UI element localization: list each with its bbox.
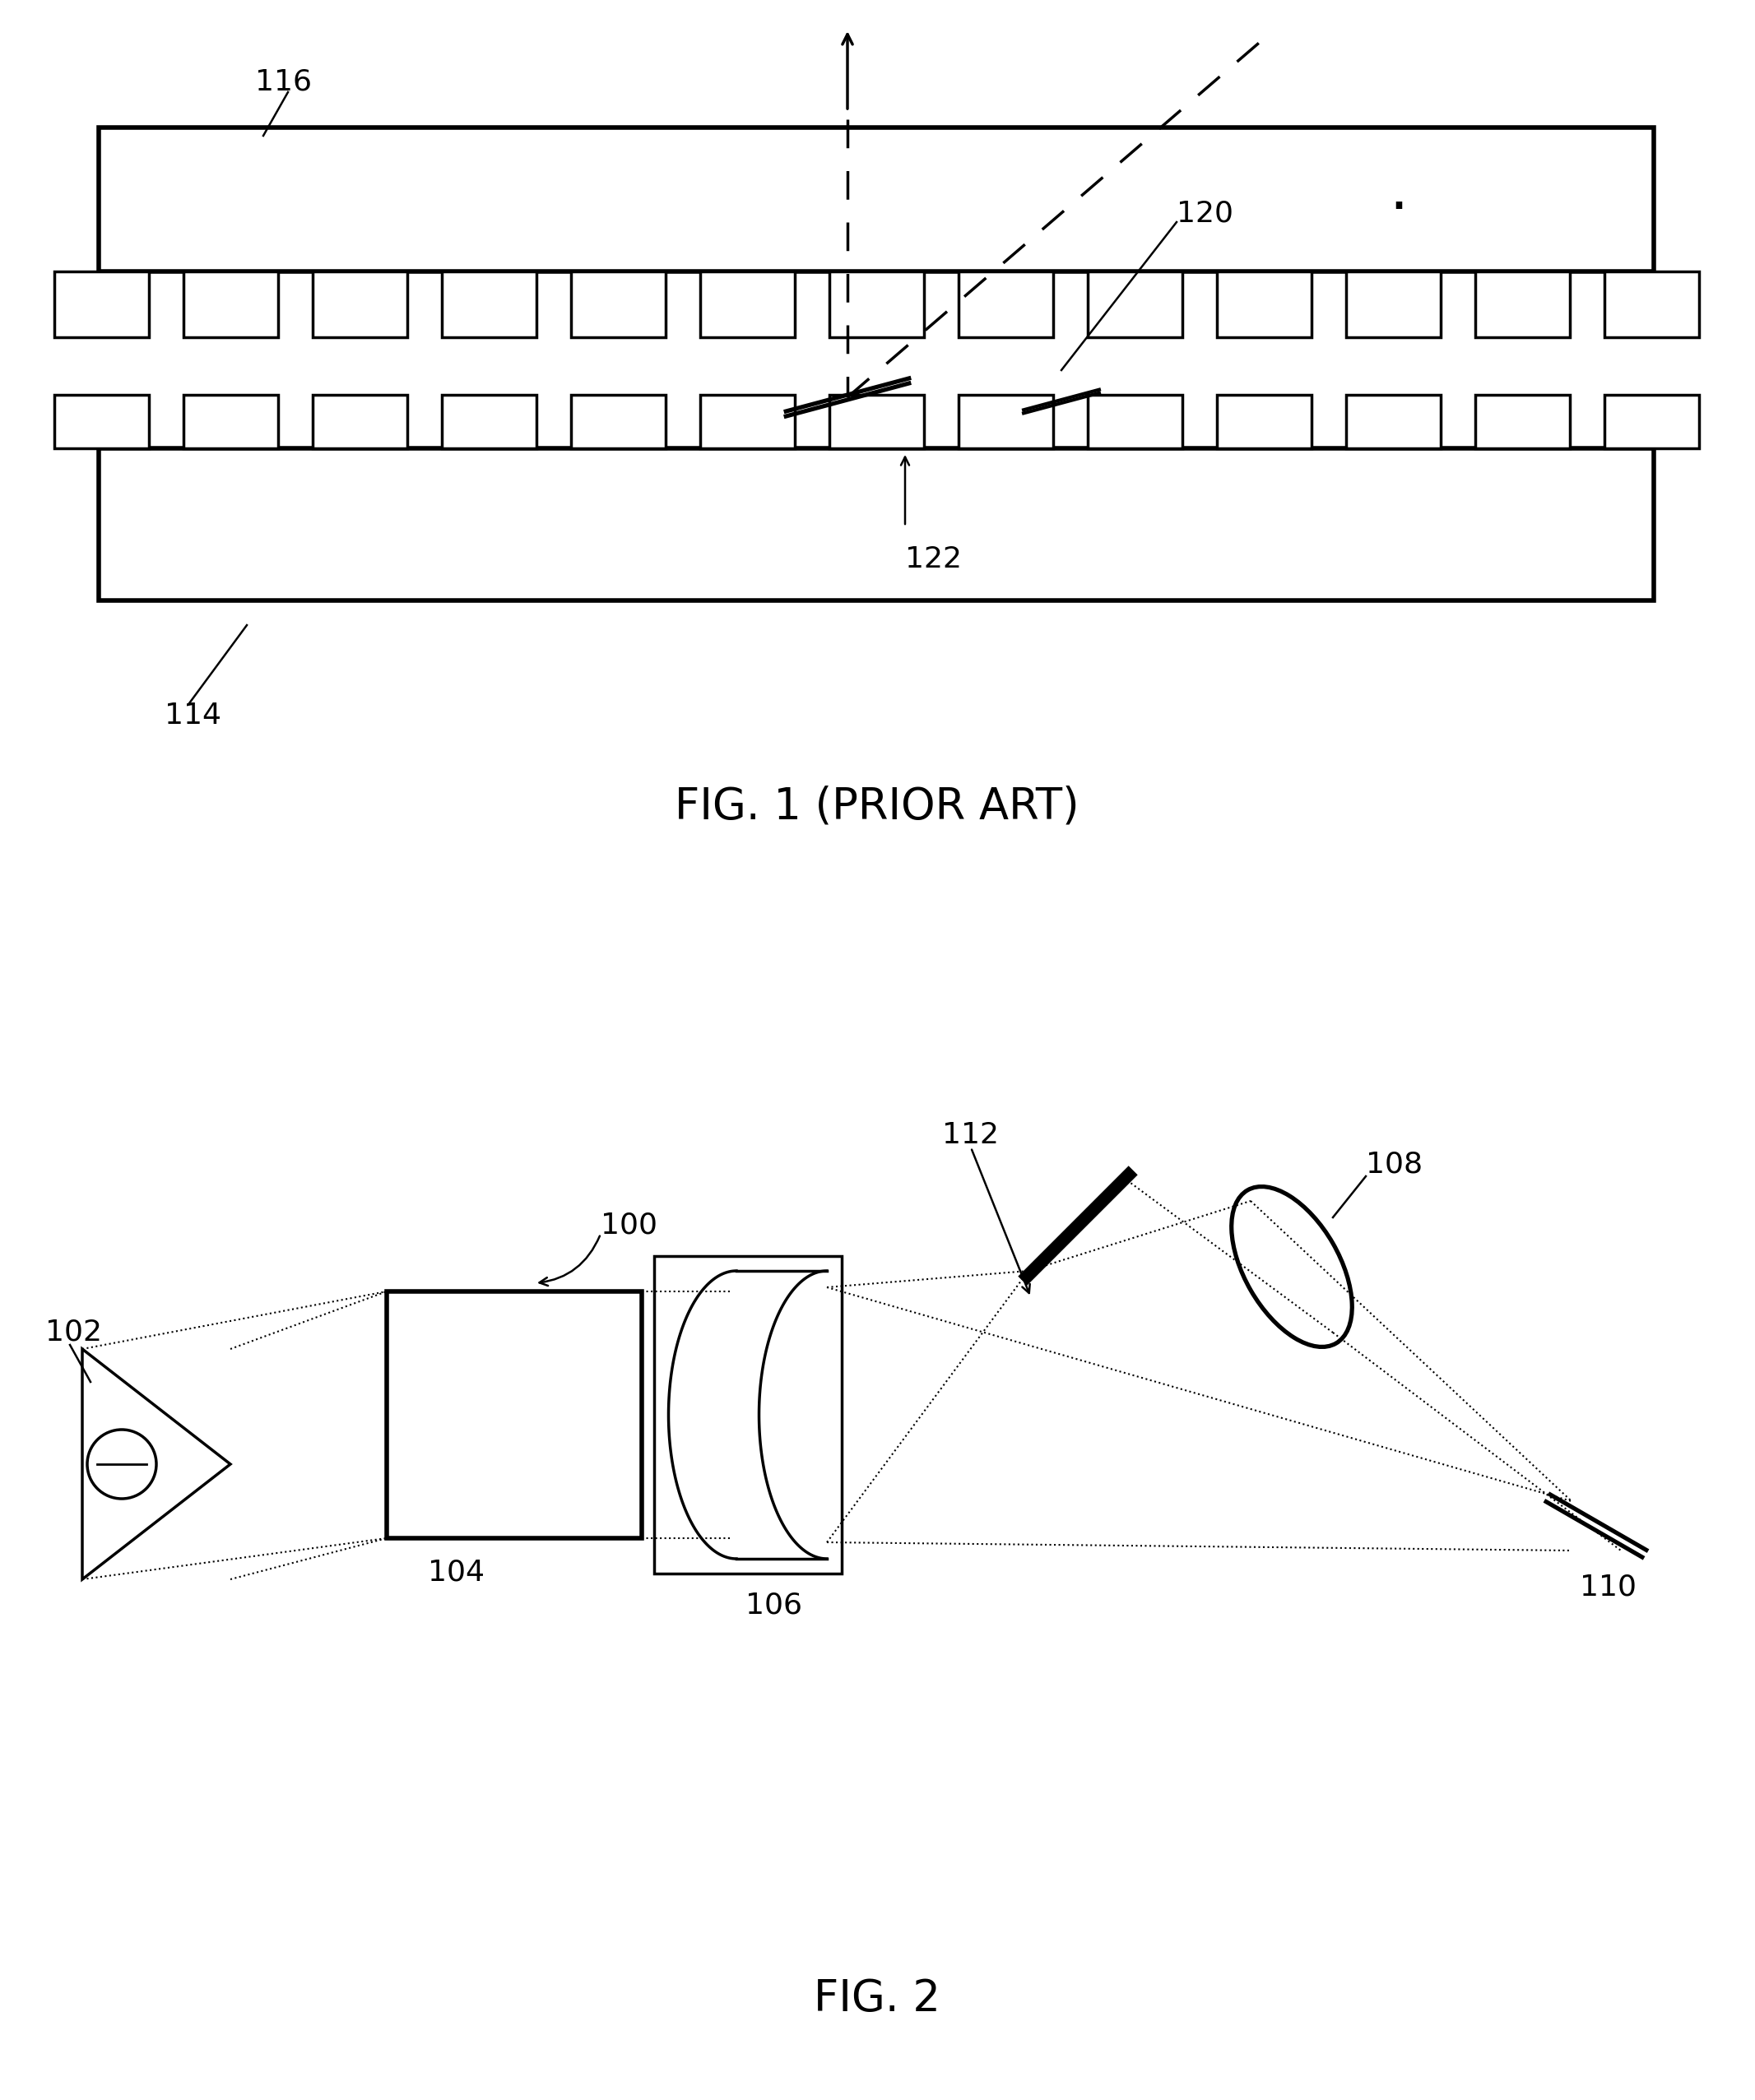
Bar — [700, 395, 795, 447]
Text: FIG. 1 (PRIOR ART): FIG. 1 (PRIOR ART) — [676, 785, 1079, 827]
Bar — [1604, 271, 1699, 338]
Bar — [54, 271, 149, 338]
Text: 106: 106 — [746, 1592, 802, 1619]
Text: 122: 122 — [906, 546, 962, 573]
Text: 104: 104 — [428, 1558, 484, 1588]
Text: 110: 110 — [1580, 1573, 1636, 1602]
Bar — [1604, 395, 1699, 447]
Bar — [442, 271, 535, 338]
Bar — [653, 1256, 842, 1573]
Bar — [828, 271, 923, 338]
Bar — [1474, 395, 1569, 447]
Bar — [98, 128, 1653, 271]
Bar — [386, 1292, 642, 1537]
Bar — [570, 395, 665, 447]
Bar — [828, 395, 923, 447]
Text: 112: 112 — [942, 1121, 999, 1149]
Bar — [1216, 271, 1311, 338]
Text: 116: 116 — [254, 69, 312, 97]
Bar — [1216, 395, 1311, 447]
Bar — [958, 271, 1053, 338]
Text: ·: · — [1390, 181, 1408, 237]
Text: 120: 120 — [1176, 200, 1234, 227]
Bar — [312, 395, 407, 447]
Text: 114: 114 — [165, 701, 221, 729]
Bar — [1346, 271, 1441, 338]
Text: FIG. 2: FIG. 2 — [814, 1978, 941, 2020]
Bar — [442, 395, 535, 447]
Text: 108: 108 — [1365, 1151, 1423, 1178]
Bar — [1346, 395, 1441, 447]
Bar — [183, 395, 277, 447]
Bar — [958, 395, 1053, 447]
Bar — [570, 271, 665, 338]
Bar — [312, 271, 407, 338]
Bar — [1088, 271, 1181, 338]
Bar — [183, 271, 277, 338]
Text: 100: 100 — [600, 1212, 658, 1239]
Bar — [54, 395, 149, 447]
Bar — [700, 271, 795, 338]
Bar — [98, 447, 1653, 601]
Text: 102: 102 — [46, 1319, 102, 1346]
Bar — [1088, 395, 1181, 447]
Bar — [1474, 271, 1569, 338]
